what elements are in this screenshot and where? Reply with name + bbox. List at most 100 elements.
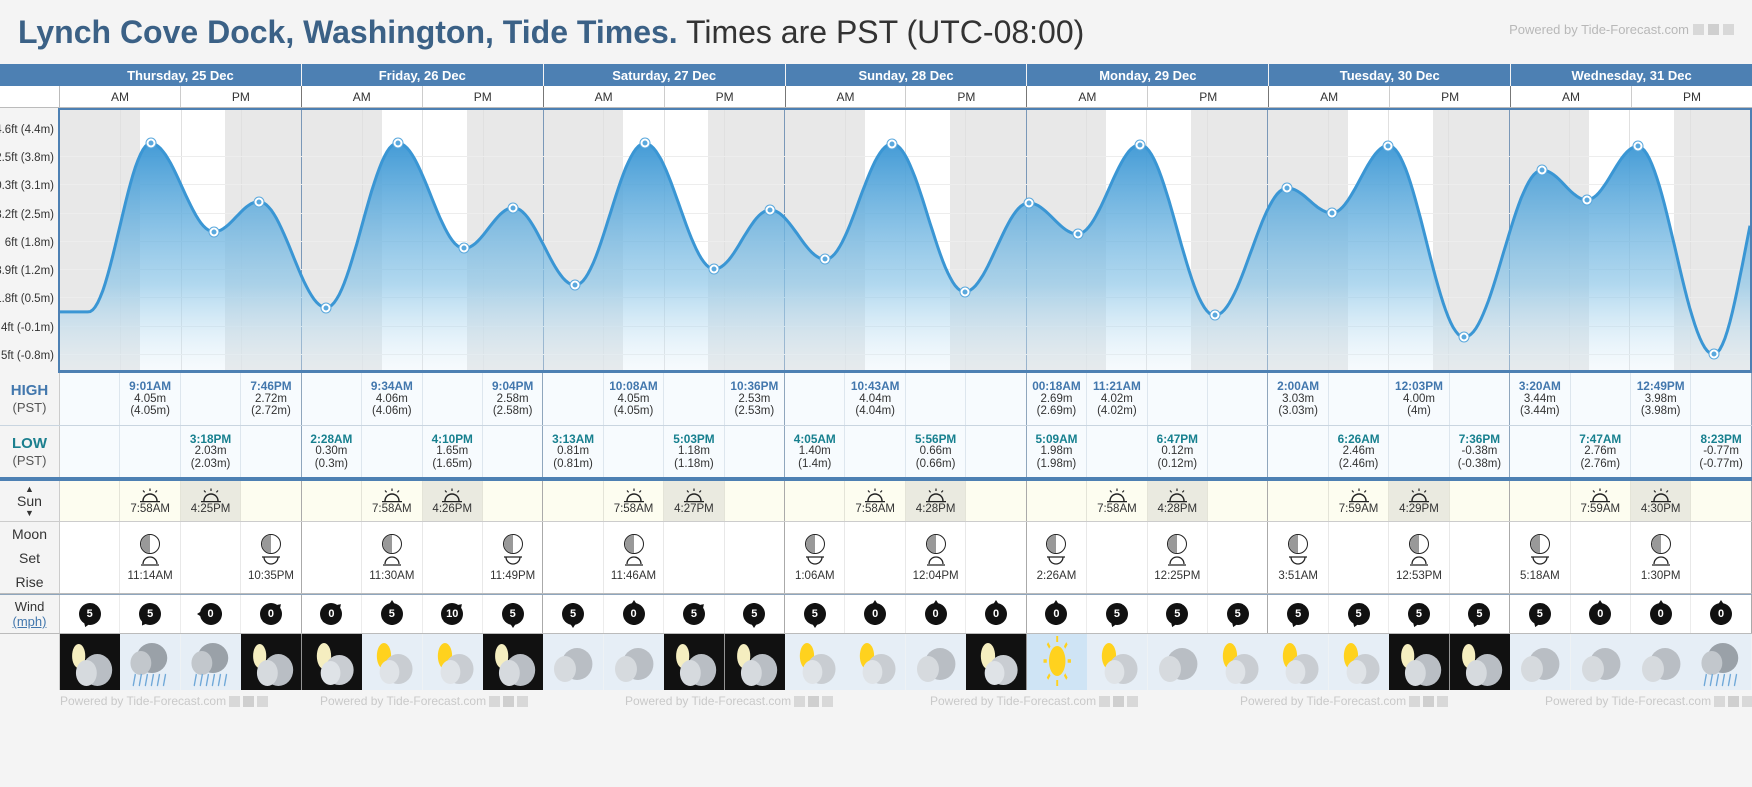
- moon-cell: [845, 522, 906, 593]
- wind-speed-badge: 5: [380, 603, 403, 625]
- tide-extremum-dot-high[interactable]: [254, 197, 264, 207]
- tide-extremum-dot-high[interactable]: [146, 138, 156, 148]
- wind-unit-link[interactable]: (mph): [12, 614, 47, 629]
- powered-by-label: Powered by Tide-Forecast.com: [625, 694, 792, 708]
- wind-cell: 5: [362, 595, 423, 633]
- tide-extremum-dot-high[interactable]: [1633, 141, 1642, 151]
- low-tide-cell: 8:23PM -0.77m (-0.77m): [1691, 426, 1752, 477]
- tide-extremum-dot-low[interactable]: [1210, 310, 1220, 320]
- tide-extremum-dot-low[interactable]: [960, 287, 970, 297]
- tide-extremum-dot-low[interactable]: [209, 227, 219, 237]
- wind-speed-badge: 0: [1649, 603, 1672, 625]
- powered-by-label: Powered by Tide-Forecast.com: [930, 694, 1097, 708]
- weather-icon-sun-cloud: [845, 634, 906, 690]
- tide-extremum-dot-low[interactable]: [1709, 349, 1719, 359]
- sun-cell: 4:29PM: [1389, 481, 1450, 521]
- high-tide-height-alt: (4.04m): [855, 405, 895, 418]
- day-header-2[interactable]: Saturday, 27 Dec: [544, 64, 786, 86]
- low-tide-time: 7:47AM: [1579, 431, 1622, 446]
- tide-extremum-dot-high[interactable]: [1537, 165, 1547, 175]
- ampm-header-2-am: AM: [544, 86, 665, 107]
- tide-extremum-dot-high[interactable]: [1282, 183, 1292, 193]
- sun-cell: 7:59AM: [1329, 481, 1390, 521]
- wind-label-text: Wind: [14, 599, 45, 614]
- chart-gridline-vertical: [1207, 110, 1208, 370]
- high-tide-height-alt: (4.05m): [130, 405, 170, 418]
- tide-extremum-dot-high[interactable]: [887, 139, 897, 149]
- tide-extremum-dot-high[interactable]: [393, 138, 403, 148]
- tide-extremum-dot-high[interactable]: [765, 205, 775, 215]
- moon-time: 12:25PM: [1154, 569, 1201, 582]
- day-header-5[interactable]: Tuesday, 30 Dec: [1269, 64, 1512, 86]
- y-axis-tick-0: 14.6ft (4.4m): [0, 124, 54, 136]
- moon-cell: 12:53PM: [1389, 522, 1450, 593]
- weather-icon-rain: [180, 634, 242, 690]
- low-tide-cell: [1208, 426, 1269, 477]
- ampm-header-0-pm: PM: [181, 86, 302, 107]
- high-tide-cell: [543, 373, 604, 425]
- moon-cell: [664, 522, 725, 593]
- wind-speed-badge: 0: [924, 603, 947, 625]
- tide-extremum-dot-low[interactable]: [1582, 195, 1592, 205]
- sun-cell: [785, 481, 846, 521]
- sun-cell: 7:58AM: [120, 481, 181, 521]
- tide-extremum-dot-low[interactable]: [709, 264, 719, 274]
- high-tide-time: 9:34AM: [370, 379, 413, 394]
- sun-cell: 4:28PM: [1147, 481, 1209, 521]
- low-tide-height: 1.18m: [677, 445, 710, 458]
- ampm-header-cells: AM PM AM PM AM PM AM PM AM PM AM PM AM PM: [60, 86, 1752, 107]
- tide-extremum-dot-low[interactable]: [321, 303, 331, 313]
- tide-extremum-dot-low[interactable]: [459, 243, 469, 253]
- tide-extremum-dot-low[interactable]: [1073, 229, 1083, 239]
- moon-cell: [181, 522, 242, 593]
- sunrise-sunset-icon: [1167, 488, 1188, 502]
- wind-arrow-icon: 5: [1100, 599, 1134, 629]
- moon-cell: [423, 522, 483, 593]
- weather-icon-night-cloudy: [1449, 634, 1511, 690]
- tide-extremum-dot-low[interactable]: [570, 280, 580, 290]
- weather-icon-cloudy: [1147, 634, 1209, 690]
- tide-extremum-dot-high[interactable]: [640, 138, 650, 148]
- tide-extremum-dot-low[interactable]: [1327, 208, 1337, 218]
- high-tide-height: 4.02m: [1100, 392, 1133, 405]
- moon-cell: 11:30AM: [362, 522, 423, 593]
- tide-chart-plot[interactable]: [60, 108, 1752, 373]
- logo-square-icon: [1728, 695, 1740, 707]
- high-tide-time: 10:43AM: [850, 379, 900, 394]
- day-header-label: Sunday, 28 Dec: [858, 67, 954, 83]
- high-tide-height: 4.06m: [375, 392, 408, 405]
- weather-icon-sun-cloud: [362, 634, 423, 690]
- low-tide-cell: [845, 426, 906, 477]
- wind-cell: 0: [1571, 595, 1631, 633]
- logo-square-icon: [1723, 24, 1734, 35]
- tide-extremum-dot-high[interactable]: [1383, 141, 1393, 151]
- low-tide-height: 1.65m: [436, 445, 469, 458]
- low-tide-cell: [966, 426, 1027, 477]
- moon-phase-icon: [140, 533, 161, 554]
- high-tide-cells: 9:01AM 4.05m (4.05m) 7:46PM 2.72m (2.72m) 9:34…: [60, 373, 1752, 425]
- day-header-6[interactable]: Wednesday, 31 Dec: [1511, 64, 1752, 86]
- low-tide-time: 2:28AM: [310, 431, 353, 446]
- wind-cell: 5: [1510, 595, 1571, 633]
- moonset-icon: [1408, 555, 1430, 569]
- low-tide-cell: [1631, 426, 1692, 477]
- tide-extremum-dot-low[interactable]: [1459, 332, 1469, 342]
- moon-cell: 11:14AM: [120, 522, 181, 593]
- tide-extremum-dot-high[interactable]: [1135, 140, 1145, 150]
- high-tide-height: 4.05m: [134, 392, 167, 405]
- moon-phase-icon: [260, 533, 281, 554]
- logo-square-icon: [229, 695, 241, 707]
- tide-extremum-dot-high[interactable]: [508, 203, 518, 213]
- moon-time: 2:26AM: [1036, 569, 1077, 582]
- day-header-3[interactable]: Sunday, 28 Dec: [786, 64, 1028, 86]
- logo-square-icon: [822, 695, 834, 707]
- tide-extremum-dot-low[interactable]: [820, 254, 830, 264]
- tide-extremum-dot-high[interactable]: [1024, 198, 1034, 208]
- moon-cell: 11:49PM: [483, 522, 544, 593]
- day-header-0[interactable]: Thursday, 25 Dec: [60, 64, 302, 86]
- day-header-4[interactable]: Monday, 29 Dec: [1027, 64, 1270, 86]
- chart-gridline-vertical: [724, 110, 725, 370]
- day-header-1[interactable]: Friday, 26 Dec: [302, 64, 544, 86]
- low-tide-height: 2.46m: [1342, 445, 1375, 458]
- wind-cell: 0: [1027, 595, 1088, 633]
